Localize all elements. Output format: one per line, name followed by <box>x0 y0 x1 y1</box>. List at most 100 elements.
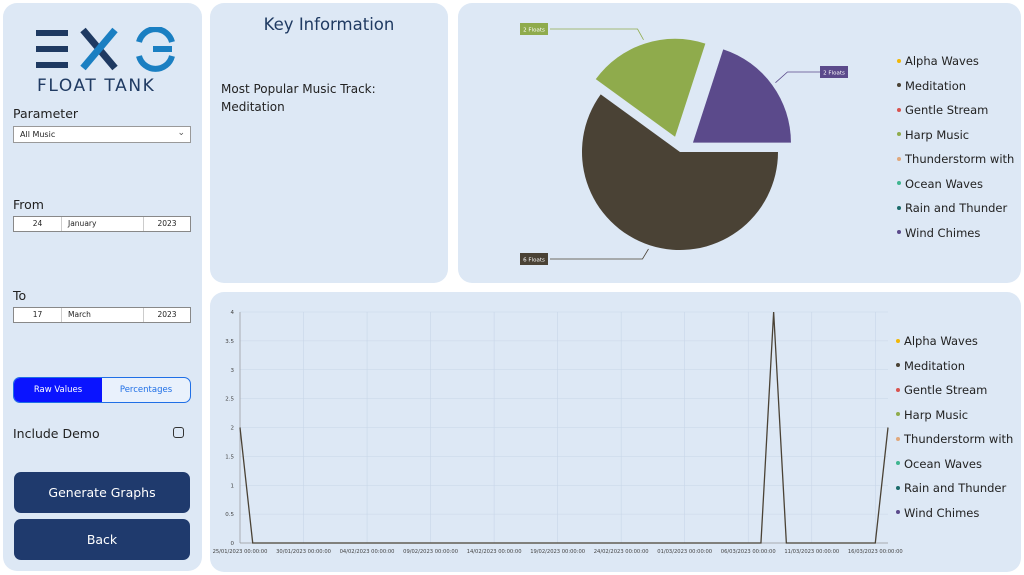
exo-float-tank-logo: FLOAT TANK <box>33 26 178 97</box>
legend-dot-icon <box>896 412 900 416</box>
to-month[interactable]: March <box>62 308 144 322</box>
line-chart: 0 0.5 1 1.5 2 2.5 3 3.5 4 25/01/2023 00:00:00 30/0… <box>213 310 903 555</box>
pie-legend-item: Thunderstorm with <box>897 151 1019 176</box>
pie-legend: Alpha Waves Meditation Gentle Stream Harp M… <box>897 53 1019 249</box>
pie-legend-item: Harp Music <box>897 127 1019 152</box>
include-demo-label: Include Demo <box>13 426 100 441</box>
line-legend: Alpha Waves Meditation Gentle Stream Harp M… <box>896 333 1018 529</box>
x-tick-label: 09/02/2023 00:00:00 <box>403 549 458 555</box>
legend-label: Thunderstorm with <box>905 152 1015 166</box>
parameter-select[interactable]: All Music ⌄ <box>13 126 191 143</box>
raw-values-option[interactable]: Raw Values <box>14 378 102 402</box>
x-tick-label: 04/02/2023 00:00:00 <box>340 549 395 555</box>
back-button[interactable]: Back <box>14 519 190 560</box>
from-label: From <box>13 197 44 212</box>
legend-dot-icon <box>897 230 901 234</box>
line-legend-item: Harp Music <box>896 407 1018 432</box>
y-tick-label: 1.5 <box>225 454 234 460</box>
legend-label: Harp Music <box>905 127 970 142</box>
legend-label: Alpha Waves <box>905 54 979 68</box>
pie-label-leader <box>775 71 820 83</box>
legend-label: Gentle Stream <box>904 383 988 397</box>
legend-label: Meditation <box>904 358 966 373</box>
legend-dot-icon <box>897 58 901 63</box>
pie-legend-item: Meditation <box>897 78 1019 103</box>
pie-slice-wind-chimes[interactable] <box>692 49 791 143</box>
x-tick-label: 11/03/2023 00:00:00 <box>784 549 839 555</box>
y-tick-label: 1 <box>231 483 235 489</box>
parameter-label: Parameter <box>13 106 79 121</box>
pie-label-box <box>820 66 848 78</box>
key-information-panel: Key Information Most Popular Music Track… <box>210 3 448 283</box>
legend-label: Rain and Thunder <box>904 481 1007 495</box>
legend-dot-icon <box>897 181 901 185</box>
x-tick-label: 14/02/2023 00:00:00 <box>467 549 522 555</box>
to-day[interactable]: 17 <box>14 308 62 322</box>
pie-legend-item: Rain and Thunder <box>897 200 1019 225</box>
y-tick-label: 3 <box>231 368 235 374</box>
pie-chart: 6 Floats 2 Floats 2 Floats <box>520 23 848 265</box>
x-tick-label: 01/03/2023 00:00:00 <box>657 549 712 555</box>
pie-slice-harp-music[interactable] <box>595 38 706 137</box>
line-legend-item: Wind Chimes <box>896 505 1018 530</box>
to-year[interactable]: 2023 <box>157 310 177 319</box>
y-tick-label: 0 <box>231 541 235 547</box>
legend-label: Thunderstorm with <box>904 432 1014 446</box>
x-tick-label: 19/02/2023 00:00:00 <box>530 549 585 555</box>
legend-dot-icon <box>896 485 900 490</box>
legend-label: Alpha Waves <box>904 334 978 348</box>
parameter-select-value: All Music <box>20 130 56 139</box>
pie-legend-item: Gentle Stream <box>897 102 1019 127</box>
include-demo-checkbox[interactable] <box>173 427 184 438</box>
pie-data-label: 2 Floats <box>523 28 545 34</box>
from-day[interactable]: 24 <box>14 217 62 231</box>
x-tick-label: 30/01/2023 00:00:00 <box>276 549 331 555</box>
from-year[interactable]: 2023 <box>157 219 177 228</box>
legend-dot-icon <box>897 205 901 210</box>
legend-dot-icon <box>896 387 900 392</box>
y-tick-label: 2.5 <box>225 397 234 403</box>
y-tick-label: 0.5 <box>225 512 234 518</box>
from-month[interactable]: January <box>62 217 144 231</box>
key-information-title: Key Information <box>263 15 395 34</box>
legend-label: Ocean Waves <box>905 176 983 191</box>
legend-dot-icon <box>897 83 901 87</box>
pie-label-box <box>520 253 548 265</box>
legend-dot-icon <box>897 132 901 136</box>
pie-label-box <box>520 23 548 35</box>
exo-logo-mark <box>36 26 175 72</box>
control-sidebar: FLOAT TANK Parameter All Music ⌄ From 24… <box>3 3 202 571</box>
from-date-picker[interactable]: 24 January 2023 <box>13 216 191 232</box>
pie-slice-meditation[interactable] <box>582 94 778 251</box>
legend-label: Meditation <box>905 78 967 93</box>
legend-dot-icon <box>897 107 901 112</box>
x-tick-label: 16/03/2023 00:00:00 <box>848 549 903 555</box>
line-legend-item: Meditation <box>896 358 1018 383</box>
percentages-option[interactable]: Percentages <box>119 385 173 395</box>
legend-label: Wind Chimes <box>905 225 981 240</box>
legend-dot-icon <box>896 338 900 343</box>
x-tick-label: 06/03/2023 00:00:00 <box>721 549 776 555</box>
pie-label-leader <box>550 248 649 260</box>
line-legend-item: Ocean Waves <box>896 456 1018 481</box>
line-legend-item: Alpha Waves <box>896 333 1018 358</box>
y-tick-label: 2 <box>231 426 235 432</box>
generate-graphs-button[interactable]: Generate Graphs <box>14 472 190 513</box>
legend-dot-icon <box>896 436 900 441</box>
legend-dot-icon <box>897 156 901 161</box>
legend-dot-icon <box>896 461 900 465</box>
chevron-down-icon: ⌄ <box>177 128 185 138</box>
legend-label: Gentle Stream <box>905 103 989 117</box>
to-date-picker[interactable]: 17 March 2023 <box>13 307 191 323</box>
y-tick-label: 4 <box>231 310 235 316</box>
pie-legend-item: Ocean Waves <box>897 176 1019 201</box>
pie-legend-item: Wind Chimes <box>897 225 1019 250</box>
to-label: To <box>13 288 27 303</box>
legend-label: Ocean Waves <box>904 456 982 471</box>
legend-dot-icon <box>896 510 900 514</box>
pie-label-leader <box>550 28 644 40</box>
line-legend-item: Thunderstorm with <box>896 431 1018 456</box>
most-popular-value: Meditation <box>221 100 285 114</box>
pie-chart-panel: 6 Floats 2 Floats 2 Floats Alpha Waves Medi… <box>458 3 1021 283</box>
line-legend-item: Rain and Thunder <box>896 480 1018 505</box>
